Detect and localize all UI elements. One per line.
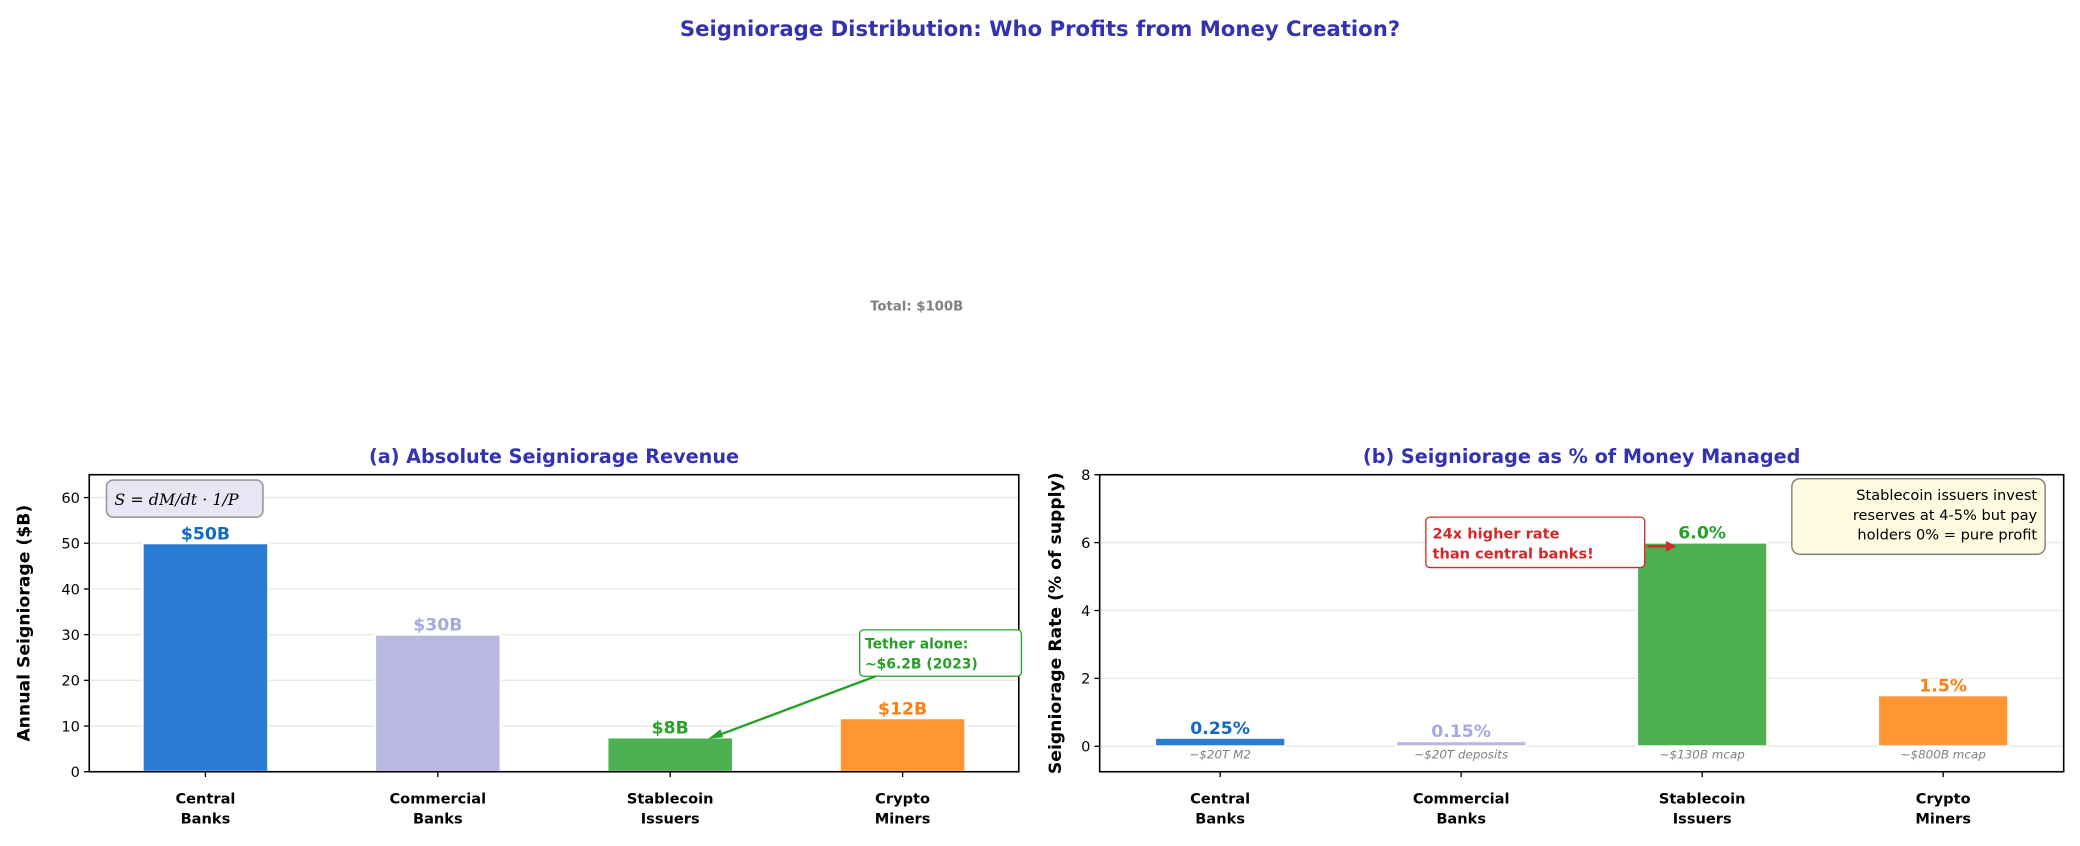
panel-title: (b) Seigniorage as % of Money Managed [1363,445,1801,468]
x-tick-label: Stablecoin Issuers [1659,791,1746,828]
arrow-head [1665,541,1677,552]
bar-value-label: 0.15% [1431,722,1491,742]
bar-value-label: 6.0% [1678,524,1726,544]
bar-value-label: $30B [413,616,462,636]
axes-frame [88,473,1020,773]
annotation-arrow [716,675,876,738]
bar [374,633,502,773]
x-tick-label: Central Banks [175,791,235,828]
y-tick-label: 50 [61,536,80,553]
panel-title: (a) Absolute Seigniorage Revenue [369,445,739,468]
bar [606,736,734,773]
y-tick-label: 6 [1081,535,1090,552]
x-tick-label: Commercial Banks [389,791,486,828]
bar-value-label: 1.5% [1919,676,1967,696]
y-tick-label: 30 [61,627,80,644]
bar [1154,736,1287,748]
base-note: ~$20T deposits [1414,747,1508,761]
bar [141,542,270,773]
y-axis-label: Annual Seigniorage ($B) [15,505,35,742]
annotation-text: Tether alone: ~$6.2B (2023) [865,636,978,672]
formula: S = dM/dt · 1/P [114,490,238,509]
annotation-box [1425,516,1646,569]
bar-value-label: $12B [878,699,927,719]
bar [838,717,967,773]
x-tick-label: Stablecoin Issuers [627,791,714,828]
y-tick-label: 0 [1081,739,1090,756]
x-tick-label: Crypto Miners [1915,791,1971,828]
x-tick-label: Central Banks [1190,791,1250,828]
suptitle: Seigniorage Distribution: Who Profits fr… [680,17,1400,42]
formula-box [105,479,264,518]
y-tick-label: 40 [61,581,80,598]
bar-value-label: $8B [652,718,689,738]
y-tick-label: 60 [61,490,80,507]
bar [1395,740,1528,748]
y-tick-label: 2 [1081,671,1090,688]
total-label: Total: $100B [870,299,963,314]
y-tick-label: 4 [1081,603,1090,620]
y-tick-label: 8 [1081,467,1090,484]
panel-a: 0 10 20 30 40 50 60 $50B Central Banks $30B Commerc… [15,445,1023,828]
x-tick-label: Crypto Miners [875,791,931,828]
annotation-box [858,629,1023,677]
arrow-head [708,729,724,739]
info-box [1791,478,2046,555]
annotation-text: 24x higher rate than central banks! [1433,525,1594,562]
base-note: ~$800B mcap [1901,747,1987,761]
y-tick-label: 0 [71,764,80,781]
bar [1877,694,2010,748]
base-note: ~$20T M2 [1189,747,1251,761]
info-text: Stablecoin issuers invest reserves at 4-5… [1853,487,2038,544]
y-axis-label: Seigniorage Rate (% of supply) [1046,472,1066,774]
y-tick-label: 20 [61,673,80,690]
base-note: ~$130B mcap [1660,747,1746,761]
bar-value-label: 0.25% [1190,719,1250,739]
x-tick-label: Commercial Banks [1413,791,1510,828]
bar [1636,541,1769,748]
bar-value-label: $50B [181,524,230,544]
y-tick-label: 10 [61,718,80,735]
axes-frame [1098,473,2065,773]
panel-b: 0 2 4 6 8 0.25% Central Banks ~$20T M2 0.15% Comme… [1046,445,2065,828]
